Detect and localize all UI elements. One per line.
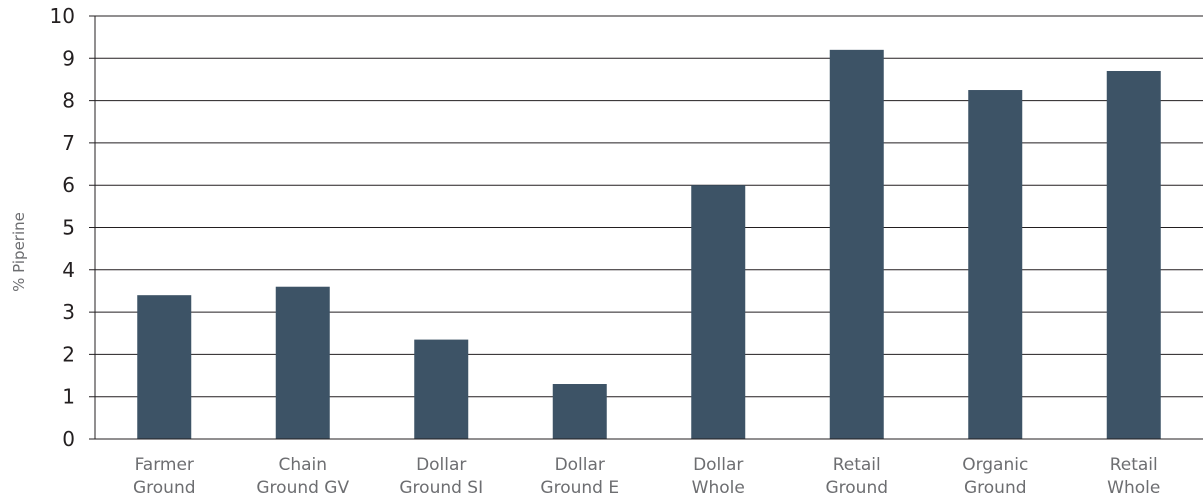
x-axis-labels: Farmer Ground Chain Ground GV Dollar Ground S…: [133, 455, 1160, 498]
bar: [968, 90, 1023, 440]
y-tick-label: 3: [62, 300, 75, 324]
bar: [275, 286, 330, 439]
y-tick-label: 2: [62, 342, 75, 366]
y-tick-label: 1: [62, 385, 75, 409]
y-tick-label: 6: [62, 173, 75, 197]
x-tick-label: Dollar Ground E: [540, 455, 619, 498]
x-tick-label: Organic Ground: [962, 455, 1028, 498]
y-tick-label: 9: [62, 46, 75, 70]
y-tick-label: 8: [62, 89, 75, 113]
bar: [829, 49, 884, 440]
y-axis-title: % Piperine: [10, 212, 28, 292]
bar: [414, 339, 469, 439]
y-tick-label: 4: [62, 258, 75, 282]
bar: [552, 384, 607, 439]
x-tick-label: Retail Ground: [825, 455, 888, 498]
y-axis-ticks: 0 1 2 3 4 5 6 7 8 9 10: [50, 4, 75, 451]
bar: [1106, 70, 1161, 440]
y-tick-label: 7: [62, 131, 75, 155]
y-tick-label: 0: [62, 427, 75, 451]
gridlines: [89, 15, 1203, 440]
x-tick-label: Dollar Whole: [692, 455, 745, 498]
x-tick-label: Dollar Ground SI: [399, 455, 483, 498]
y-tick-label: 10: [50, 4, 75, 28]
x-tick-label: Retail Whole: [1107, 455, 1160, 498]
bars: [137, 49, 1161, 440]
bar: [691, 185, 746, 439]
y-tick-label: 5: [62, 216, 75, 240]
x-tick-label: Farmer Ground: [133, 455, 196, 498]
x-tick-label: Chain Ground GV: [256, 455, 349, 498]
bar: [137, 295, 192, 439]
